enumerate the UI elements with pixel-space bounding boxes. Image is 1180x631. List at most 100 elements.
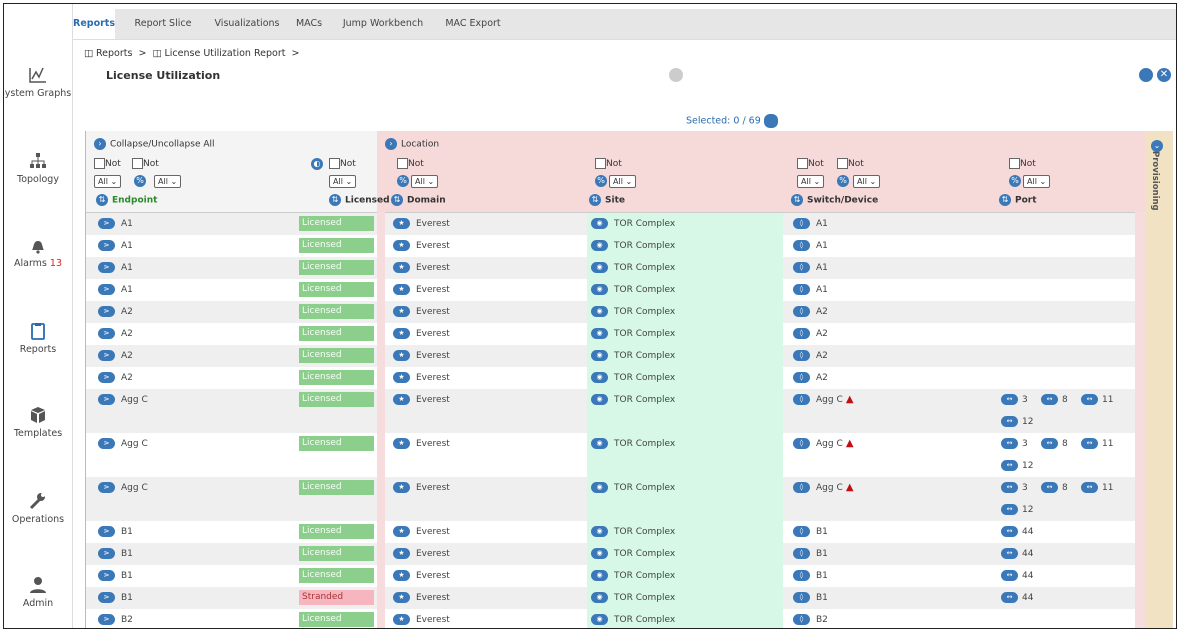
- table-row[interactable]: ⋗ A2 Licensed ★ Everest ◉ TOR Complex ◊ A2: [86, 301, 1135, 323]
- table-row[interactable]: ⋗ A1 Licensed ★ Everest ◉ TOR Complex ◊ A1: [86, 257, 1135, 279]
- table-row[interactable]: ⋗ A2 Licensed ★ Everest ◉ TOR Complex ◊ A2: [86, 345, 1135, 367]
- table-row[interactable]: ⋗ B2 Licensed ★ Everest ◉ TOR Complex ◊ B2: [86, 609, 1135, 628]
- tab[interactable]: MACs: [295, 18, 323, 29]
- domain-icon[interactable]: ★: [393, 218, 410, 229]
- not-filter[interactable]: Not: [797, 158, 824, 169]
- sort-icon[interactable]: ⇅: [96, 194, 108, 206]
- domain-icon[interactable]: ★: [393, 372, 410, 383]
- tab[interactable]: MAC Export: [445, 18, 501, 29]
- checkbox[interactable]: [132, 158, 143, 169]
- endpoint-icon[interactable]: ⋗: [98, 394, 115, 405]
- port-icon[interactable]: ↔: [1001, 526, 1018, 537]
- device-icon[interactable]: ◊: [793, 240, 810, 251]
- sort-icon[interactable]: ⇅: [791, 194, 803, 206]
- domain-icon[interactable]: ★: [393, 350, 410, 361]
- not-filter[interactable]: Not: [94, 158, 121, 169]
- device-icon[interactable]: ◊: [793, 262, 810, 273]
- select-value[interactable]: All: [1027, 177, 1037, 186]
- clear-icon[interactable]: %: [397, 175, 409, 187]
- port-icon[interactable]: ↔: [1081, 394, 1098, 405]
- not-filter[interactable]: Not: [397, 158, 424, 169]
- table-row[interactable]: ⋗ B1 Licensed ★ Everest ◉ TOR Complex ◊ B1 ↔ 44: [86, 565, 1135, 587]
- port-cell[interactable]: ↔ 44: [1001, 565, 1033, 587]
- table-row[interactable]: ⋗ B1 Stranded ★ Everest ◉ TOR Complex ◊ B1 ↔ 44: [86, 587, 1135, 609]
- clear-icon[interactable]: %: [837, 175, 849, 187]
- sidebar-label[interactable]: Reports: [19, 344, 57, 355]
- site-icon[interactable]: ◉: [591, 240, 608, 251]
- port-cell[interactable]: ↔ 44: [1001, 587, 1033, 609]
- not-filter[interactable]: Not: [132, 158, 159, 169]
- domain-icon[interactable]: ★: [393, 438, 410, 449]
- device-icon[interactable]: ◊: [793, 570, 810, 581]
- domain-icon[interactable]: ★: [393, 548, 410, 559]
- endpoint-icon[interactable]: ⋗: [98, 592, 115, 603]
- tab[interactable]: Visualizations: [214, 18, 280, 29]
- sidebar-item[interactable]: Topology: [4, 152, 72, 185]
- select-icon[interactable]: [763, 114, 778, 128]
- sidebar-item[interactable]: Operations: [4, 492, 72, 525]
- sidebar-item[interactable]: Alarms 13: [4, 236, 72, 269]
- sort-icon[interactable]: ⇅: [999, 194, 1011, 206]
- select[interactable]: All ⌄: [329, 175, 357, 188]
- site-icon[interactable]: ◉: [591, 548, 608, 559]
- domain-icon[interactable]: ★: [393, 614, 410, 625]
- select-value[interactable]: All: [98, 177, 108, 186]
- device-icon[interactable]: ◊: [793, 350, 810, 361]
- select[interactable]: All ⌄: [853, 175, 881, 188]
- group-label[interactable]: Provisioning: [1150, 151, 1160, 211]
- port-cell[interactable]: ↔ 11: [1081, 433, 1113, 455]
- select-value[interactable]: All: [613, 177, 623, 186]
- select[interactable]: All ⌄: [94, 175, 122, 188]
- sidebar-item[interactable]: Templates: [4, 406, 72, 439]
- port-icon[interactable]: ↔: [1041, 394, 1058, 405]
- endpoint-icon[interactable]: ⋗: [98, 284, 115, 295]
- site-icon[interactable]: ◉: [591, 372, 608, 383]
- column-name[interactable]: Endpoint: [112, 195, 158, 206]
- clear-icon[interactable]: %: [134, 175, 146, 187]
- port-icon[interactable]: ↔: [1081, 482, 1098, 493]
- device-icon[interactable]: ◊: [793, 284, 810, 295]
- device-icon[interactable]: ◊: [793, 328, 810, 339]
- port-icon[interactable]: ↔: [1001, 460, 1018, 471]
- expand-icon[interactable]: ›: [385, 138, 397, 150]
- group-header[interactable]: › Collapse/Uncollapse All: [94, 138, 215, 150]
- not-filter[interactable]: Not: [595, 158, 622, 169]
- site-icon[interactable]: ◉: [591, 592, 608, 603]
- domain-icon[interactable]: ★: [393, 394, 410, 405]
- checkbox[interactable]: [1009, 158, 1020, 169]
- endpoint-icon[interactable]: ⋗: [98, 240, 115, 251]
- alarm-badge[interactable]: 13: [49, 258, 63, 269]
- endpoint-icon[interactable]: ⋗: [98, 328, 115, 339]
- checkbox[interactable]: [397, 158, 408, 169]
- site-icon[interactable]: ◉: [591, 438, 608, 449]
- port-cell[interactable]: ↔ 12: [1001, 499, 1033, 521]
- table-row[interactable]: ⋗ Agg C Licensed ★ Everest ◉ TOR Complex ◊ Agg C…: [86, 433, 1135, 477]
- device-icon[interactable]: ◊: [793, 592, 810, 603]
- expand-icon[interactable]: ›: [94, 138, 106, 150]
- select[interactable]: All ⌄: [797, 175, 825, 188]
- site-icon[interactable]: ◉: [591, 284, 608, 295]
- clear-icon[interactable]: %: [595, 175, 607, 187]
- domain-icon[interactable]: ★: [393, 526, 410, 537]
- column-name[interactable]: Site: [605, 195, 625, 206]
- site-icon[interactable]: ◉: [591, 218, 608, 229]
- port-cell[interactable]: ↔ 3: [1001, 477, 1028, 499]
- not-filter[interactable]: Not: [1009, 158, 1036, 169]
- port-cell[interactable]: ↔ 8: [1041, 477, 1068, 499]
- port-icon[interactable]: ↔: [1041, 482, 1058, 493]
- device-icon[interactable]: ◊: [793, 306, 810, 317]
- close-button[interactable]: ✕: [1157, 68, 1171, 82]
- tab[interactable]: Report Slice: [134, 18, 192, 29]
- sidebar-item[interactable]: System Graphs: [4, 66, 72, 99]
- site-icon[interactable]: ◉: [591, 526, 608, 537]
- column-name[interactable]: Port: [1015, 195, 1037, 206]
- table-row[interactable]: ⋗ A1 Licensed ★ Everest ◉ TOR Complex ◊ A1: [86, 279, 1135, 301]
- device-icon[interactable]: ◊: [793, 614, 810, 625]
- table-row[interactable]: ⋗ B1 Licensed ★ Everest ◉ TOR Complex ◊ B1 ↔ 44: [86, 521, 1135, 543]
- select[interactable]: All ⌄: [609, 175, 637, 188]
- crumb[interactable]: ◫ License Utilization Report: [152, 48, 286, 59]
- port-icon[interactable]: ↔: [1001, 394, 1018, 405]
- port-icon[interactable]: ↔: [1041, 438, 1058, 449]
- crumb-text[interactable]: Reports: [96, 48, 133, 59]
- clear-icon[interactable]: %: [1009, 175, 1021, 187]
